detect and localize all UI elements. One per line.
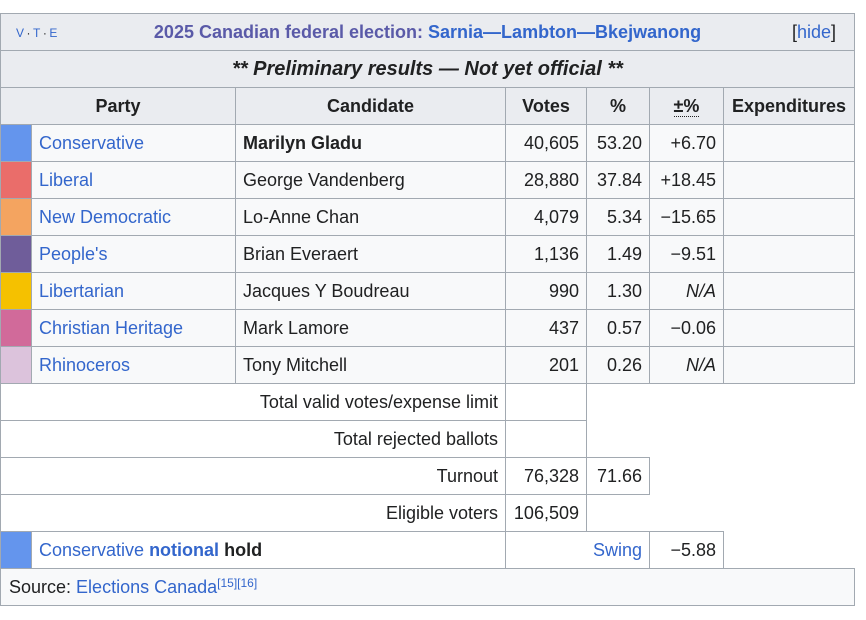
candidate-name: George Vandenberg	[235, 161, 506, 199]
candidate-name: Mark Lamore	[235, 309, 506, 347]
party-color-swatch	[0, 198, 32, 236]
party-link[interactable]: Liberal	[39, 170, 94, 190]
party-color-swatch	[0, 235, 32, 273]
party-color-swatch	[0, 309, 32, 347]
eligible-voters-label: Eligible voters	[0, 494, 506, 532]
swing-cell: Swing	[505, 531, 650, 569]
total-valid-value	[505, 383, 587, 421]
candidate-name: Brian Everaert	[235, 235, 506, 273]
party-color-swatch	[0, 124, 32, 162]
vote-percent: 0.57	[586, 309, 650, 347]
hold-party-swatch	[0, 531, 32, 569]
candidate-row: Conservative Marilyn Gladu 40,605 53.20 +6.7…	[0, 124, 856, 162]
turnout-votes: 76,328	[505, 457, 587, 495]
vote-count: 28,880	[505, 161, 587, 199]
candidate-row: Christian Heritage Mark Lamore 437 0.57 −0.0…	[0, 309, 856, 347]
header-change[interactable]: ±%	[649, 87, 724, 125]
swing-value: −5.88	[649, 531, 724, 569]
expenditures	[722, 346, 856, 384]
expenditures	[722, 309, 856, 347]
vote-change: −9.51	[649, 235, 724, 273]
vote-count: 990	[505, 272, 587, 310]
vte-links: V · T · E	[16, 26, 58, 40]
navbox-title-bar: V · T · E 2025 Canadian federal election: Sa…	[8, 15, 847, 50]
hold-label: hold	[224, 540, 263, 560]
candidate-name: Lo-Anne Chan	[235, 198, 506, 236]
vote-change: N/A	[649, 346, 724, 384]
vote-percent: 0.26	[586, 346, 650, 384]
eligible-voters-value: 106,509	[505, 494, 587, 532]
vote-percent: 1.30	[586, 272, 650, 310]
candidate-row: Rhinoceros Tony Mitchell 201 0.26 N/A	[0, 346, 856, 384]
total-rejected-value	[505, 420, 587, 458]
vote-change: N/A	[649, 272, 724, 310]
vote-count: 201	[505, 346, 587, 384]
vote-percent: 1.49	[586, 235, 650, 273]
turnout-label: Turnout	[0, 457, 506, 495]
swing-link[interactable]: Swing	[592, 540, 642, 560]
vote-change: +6.70	[649, 124, 724, 162]
preliminary-notice: ** Preliminary results — Not yet officia…	[0, 50, 856, 88]
party-color-swatch	[0, 346, 32, 384]
hide-button[interactable]: hide	[796, 22, 831, 42]
vote-count: 1,136	[505, 235, 587, 273]
vote-change: −0.06	[649, 309, 724, 347]
turnout-percent: 71.66	[586, 457, 650, 495]
expenditures	[722, 124, 856, 162]
vote-count: 437	[505, 309, 587, 347]
party-color-swatch	[0, 272, 32, 310]
notional-link[interactable]: notional	[149, 540, 220, 560]
hold-cell: Conservative notional hold	[31, 531, 506, 569]
election-results-table: V · T · E 2025 Canadian federal election: Sa…	[0, 13, 856, 606]
election-link[interactable]: 2025 Canadian federal election	[153, 22, 418, 42]
party-link[interactable]: People's	[39, 244, 108, 264]
source-link[interactable]: Elections Canada	[76, 577, 218, 597]
candidate-name: Tony Mitchell	[235, 346, 506, 384]
party-link[interactable]: New Democratic	[39, 207, 172, 227]
talk-link[interactable]: T	[33, 26, 41, 40]
party-link[interactable]: Libertarian	[39, 281, 125, 301]
expenditures	[722, 198, 856, 236]
ref-16[interactable]: [16]	[237, 576, 258, 590]
header-percent: %	[586, 87, 650, 125]
vote-percent: 5.34	[586, 198, 650, 236]
expenditures	[722, 235, 856, 273]
expenditures	[722, 272, 856, 310]
vote-change: +18.45	[649, 161, 724, 199]
vote-count: 40,605	[505, 124, 587, 162]
vote-change: −15.65	[649, 198, 724, 236]
vote-percent: 53.20	[586, 124, 650, 162]
candidate-name: Marilyn Gladu	[235, 124, 506, 162]
table-title: 2025 Canadian federal election: Sarnia—L…	[153, 22, 702, 42]
party-link[interactable]: Rhinoceros	[39, 355, 131, 375]
source-line: Source: Elections Canada[15][16]	[0, 568, 856, 606]
header-candidate: Candidate	[235, 87, 506, 125]
party-link[interactable]: Christian Heritage	[39, 318, 184, 338]
header-party: Party	[0, 87, 236, 125]
header-votes: Votes	[505, 87, 587, 125]
candidate-row: People's Brian Everaert 1,136 1.49 −9.51	[0, 235, 856, 273]
edit-link[interactable]: E	[49, 26, 58, 40]
candidate-row: Liberal George Vandenberg 28,880 37.84 +18.4…	[0, 161, 856, 199]
vote-percent: 37.84	[586, 161, 650, 199]
total-rejected-label: Total rejected ballots	[0, 420, 506, 458]
candidate-row: New Democratic Lo-Anne Chan 4,079 5.34 −15.6…	[0, 198, 856, 236]
total-valid-label: Total valid votes/expense limit	[0, 383, 506, 421]
header-expenditures: Expenditures	[722, 87, 856, 125]
riding-link[interactable]: Sarnia—Lambton—Bkejwanong	[428, 22, 702, 42]
candidate-row: Libertarian Jacques Y Boudreau 990 1.30 N/A	[0, 272, 856, 310]
party-color-swatch	[0, 161, 32, 199]
candidate-name: Jacques Y Boudreau	[235, 272, 506, 310]
hide-toggle: [hide]	[791, 22, 837, 42]
hold-party-link[interactable]: Conservative	[39, 540, 145, 560]
party-link[interactable]: Conservative	[39, 133, 145, 153]
vote-count: 4,079	[505, 198, 587, 236]
view-link[interactable]: V	[16, 26, 25, 40]
expenditures	[722, 161, 856, 199]
ref-15[interactable]: [15]	[217, 576, 238, 590]
